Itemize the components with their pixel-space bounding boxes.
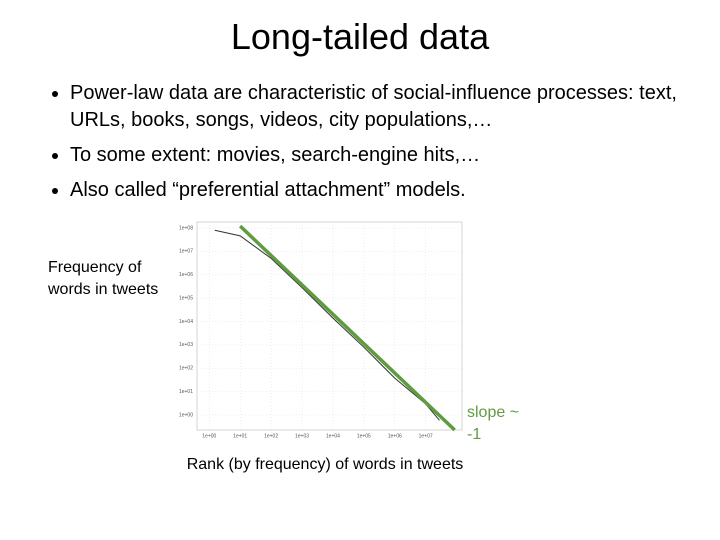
x-tick-label: 1e+02 xyxy=(264,433,278,439)
x-tick-label: 1e+05 xyxy=(357,433,371,439)
data-line xyxy=(214,229,440,421)
bullet-list: Power-law data are characteristic of soc… xyxy=(40,80,710,212)
x-tick-label: 1e+04 xyxy=(326,433,340,439)
bullet: To some extent: movies, search-engine hi… xyxy=(70,142,710,169)
x-axis-label: Rank (by frequency) of words in tweets xyxy=(186,456,464,473)
x-tick-label: 1e+01 xyxy=(233,433,247,439)
y-tick-label: 1e+03 xyxy=(179,342,193,348)
slide-title: Long-tailed data xyxy=(230,16,490,57)
x-tick-label: 1e+00 xyxy=(202,433,216,439)
plot-frame xyxy=(196,221,463,431)
annotation: slope ~ -1 xyxy=(467,404,520,443)
bullet: Also called “preferential attachment” mo… xyxy=(70,177,710,204)
y-axis-label: Frequency of words in tweets xyxy=(48,259,159,298)
x-tick-label: 1e+03 xyxy=(295,433,309,439)
y-tick-label: 1e+02 xyxy=(179,366,193,372)
bullet: Power-law data are characteristic of soc… xyxy=(70,80,710,134)
y-tick-label: 1e+06 xyxy=(179,272,193,278)
y-tick-label: 1e+07 xyxy=(179,249,193,255)
y-tick-label: 1e+04 xyxy=(179,319,193,325)
y-tick-label: 1e+05 xyxy=(179,295,193,301)
x-tick-label: 1e+07 xyxy=(419,433,433,439)
x-tick-label: 1e+06 xyxy=(388,433,402,439)
y-tick-label: 1e+00 xyxy=(179,412,193,418)
data-line xyxy=(239,224,456,432)
y-tick-label: 1e+01 xyxy=(179,389,193,395)
y-tick-label: 1e+08 xyxy=(179,225,193,231)
